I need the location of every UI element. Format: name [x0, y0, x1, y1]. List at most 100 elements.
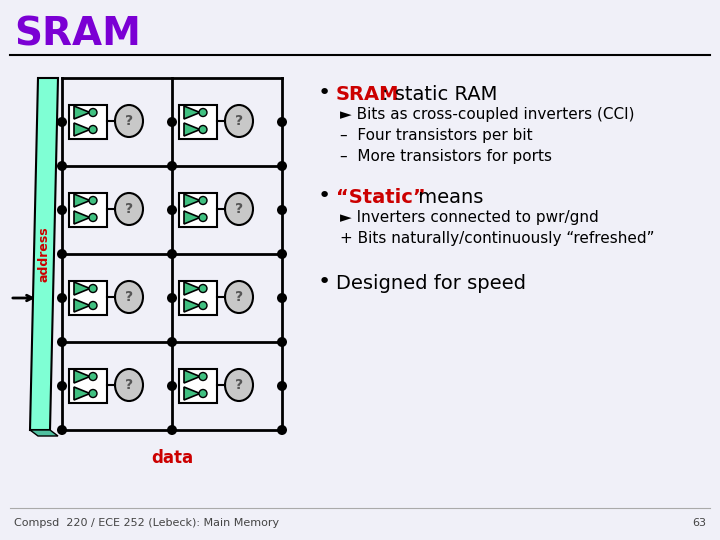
- Polygon shape: [184, 211, 200, 224]
- Text: ► Bits as cross-coupled inverters (CCI): ► Bits as cross-coupled inverters (CCI): [340, 107, 634, 122]
- Polygon shape: [74, 370, 90, 383]
- Polygon shape: [74, 106, 90, 119]
- Circle shape: [57, 161, 67, 171]
- Circle shape: [277, 381, 287, 391]
- Circle shape: [89, 301, 97, 309]
- Circle shape: [57, 117, 67, 127]
- Text: ?: ?: [235, 290, 243, 304]
- Text: ?: ?: [125, 290, 133, 304]
- Circle shape: [199, 213, 207, 221]
- Circle shape: [199, 125, 207, 133]
- Text: –  Four transistors per bit: – Four transistors per bit: [340, 128, 533, 143]
- Circle shape: [57, 249, 67, 259]
- Text: ?: ?: [235, 114, 243, 128]
- Ellipse shape: [225, 105, 253, 137]
- Text: •: •: [318, 186, 331, 206]
- Circle shape: [277, 161, 287, 171]
- Bar: [179, 105, 217, 139]
- Ellipse shape: [225, 369, 253, 401]
- Polygon shape: [184, 299, 200, 312]
- Polygon shape: [74, 299, 90, 312]
- Text: means: means: [412, 188, 483, 207]
- Circle shape: [167, 293, 177, 303]
- Text: ?: ?: [125, 202, 133, 216]
- Circle shape: [89, 109, 97, 117]
- Circle shape: [167, 205, 177, 215]
- Circle shape: [277, 337, 287, 347]
- Ellipse shape: [225, 193, 253, 225]
- Circle shape: [57, 337, 67, 347]
- Circle shape: [199, 109, 207, 117]
- Ellipse shape: [225, 281, 253, 313]
- Text: –  More transistors for ports: – More transistors for ports: [340, 149, 552, 164]
- Text: ?: ?: [125, 378, 133, 392]
- Circle shape: [167, 425, 177, 435]
- Text: address: address: [37, 226, 50, 282]
- Text: •: •: [318, 272, 331, 292]
- Polygon shape: [74, 123, 90, 136]
- Circle shape: [57, 205, 67, 215]
- Bar: [69, 105, 107, 139]
- Polygon shape: [184, 282, 200, 295]
- Circle shape: [199, 285, 207, 293]
- Text: ?: ?: [125, 114, 133, 128]
- Circle shape: [277, 249, 287, 259]
- Text: 63: 63: [692, 518, 706, 528]
- Ellipse shape: [115, 105, 143, 137]
- Circle shape: [167, 249, 177, 259]
- Polygon shape: [184, 387, 200, 400]
- Circle shape: [277, 293, 287, 303]
- Bar: [69, 193, 107, 227]
- Text: data: data: [151, 449, 193, 467]
- Circle shape: [199, 301, 207, 309]
- Circle shape: [89, 389, 97, 397]
- Text: Compsd  220 / ECE 252 (Lebeck): Main Memory: Compsd 220 / ECE 252 (Lebeck): Main Memo…: [14, 518, 279, 528]
- Circle shape: [167, 161, 177, 171]
- Ellipse shape: [115, 281, 143, 313]
- Circle shape: [277, 205, 287, 215]
- Polygon shape: [74, 282, 90, 295]
- Polygon shape: [184, 106, 200, 119]
- Circle shape: [277, 425, 287, 435]
- Circle shape: [89, 197, 97, 205]
- Polygon shape: [74, 194, 90, 207]
- Polygon shape: [184, 370, 200, 383]
- Circle shape: [89, 213, 97, 221]
- Polygon shape: [184, 194, 200, 207]
- Circle shape: [199, 373, 207, 381]
- Circle shape: [167, 117, 177, 127]
- Text: ► Inverters connected to pwr/gnd: ► Inverters connected to pwr/gnd: [340, 210, 599, 225]
- Circle shape: [167, 381, 177, 391]
- Circle shape: [89, 285, 97, 293]
- Circle shape: [199, 197, 207, 205]
- Text: + Bits naturally/continuously “refreshed”: + Bits naturally/continuously “refreshed…: [340, 231, 654, 246]
- Text: •: •: [318, 83, 331, 103]
- Text: ?: ?: [235, 378, 243, 392]
- Bar: [69, 369, 107, 403]
- Text: “Static”: “Static”: [336, 188, 426, 207]
- Circle shape: [89, 125, 97, 133]
- Polygon shape: [30, 78, 58, 430]
- Bar: [179, 193, 217, 227]
- Polygon shape: [184, 123, 200, 136]
- Circle shape: [277, 117, 287, 127]
- Text: SRAM: SRAM: [14, 16, 141, 54]
- Text: : static RAM: : static RAM: [382, 85, 498, 104]
- Circle shape: [57, 381, 67, 391]
- Circle shape: [199, 389, 207, 397]
- Polygon shape: [30, 430, 58, 436]
- Circle shape: [57, 425, 67, 435]
- Polygon shape: [74, 387, 90, 400]
- Bar: [69, 281, 107, 315]
- Ellipse shape: [115, 193, 143, 225]
- Ellipse shape: [115, 369, 143, 401]
- Text: ?: ?: [235, 202, 243, 216]
- Circle shape: [89, 373, 97, 381]
- Bar: [179, 369, 217, 403]
- Bar: [179, 281, 217, 315]
- Circle shape: [57, 293, 67, 303]
- Polygon shape: [74, 211, 90, 224]
- Circle shape: [167, 337, 177, 347]
- Text: Designed for speed: Designed for speed: [336, 274, 526, 293]
- Text: SRAM: SRAM: [336, 85, 400, 104]
